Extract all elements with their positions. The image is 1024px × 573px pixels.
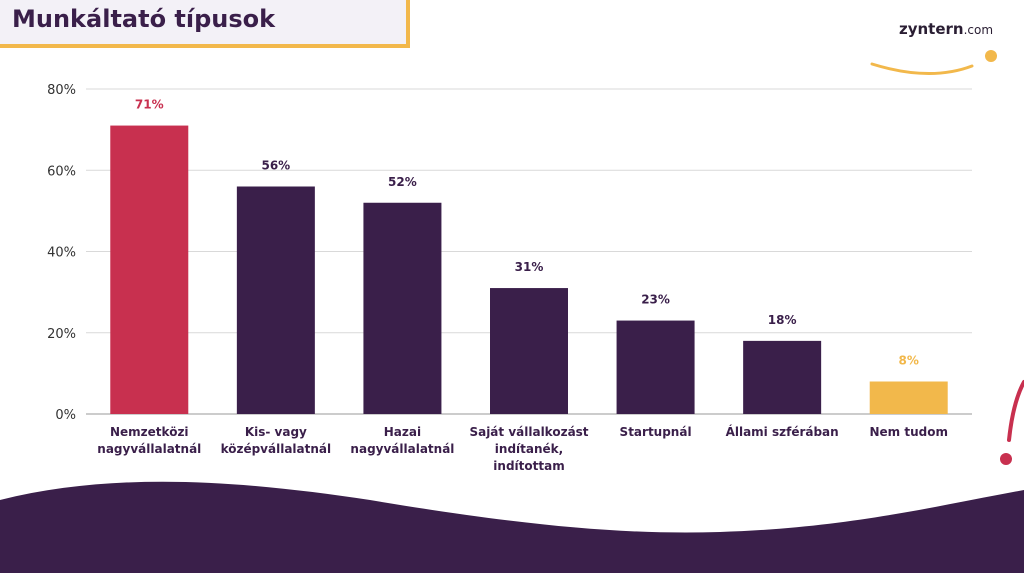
data-label: 31% xyxy=(515,260,544,274)
data-label: 52% xyxy=(388,175,417,189)
data-label: 8% xyxy=(899,354,919,368)
y-tick-label: 60% xyxy=(47,164,76,179)
logo-dot xyxy=(985,50,997,62)
data-label: 23% xyxy=(641,293,670,307)
data-label: 18% xyxy=(768,313,797,327)
bar xyxy=(236,186,315,414)
x-tick-label: Kis- vagy középvállalatnál xyxy=(221,425,332,456)
logo-domain: .com xyxy=(963,23,994,37)
x-tick-label: Nemzetközi nagyvállalatnál xyxy=(97,425,201,456)
y-tick-label: 80% xyxy=(47,83,76,98)
x-tick-label: Hazai nagyvállalatnál xyxy=(350,425,454,456)
bar xyxy=(869,381,948,414)
data-label: 71% xyxy=(135,98,164,112)
y-tick-label: 20% xyxy=(47,327,76,342)
bar xyxy=(363,202,442,414)
bar xyxy=(743,340,822,414)
logo-smile-arc xyxy=(870,62,974,76)
y-tick-label: 0% xyxy=(55,408,76,423)
y-tick-label: 40% xyxy=(47,246,76,261)
title-box: Munkáltató típusok xyxy=(0,0,410,48)
x-tick-label: Startupnál xyxy=(620,425,692,439)
logo-text: zyntern xyxy=(899,20,964,38)
bottom-wave xyxy=(0,481,1024,573)
brand-logo: zyntern.com xyxy=(899,20,993,38)
data-label: 56% xyxy=(261,159,290,173)
red-side-dot xyxy=(1000,453,1012,465)
red-side-arc xyxy=(1007,380,1024,442)
bar xyxy=(490,288,568,414)
bar xyxy=(616,320,695,414)
x-tick-label: Saját vállalkozást indítanék, indítottam xyxy=(469,425,588,473)
x-tick-label: Nem tudom xyxy=(869,425,947,439)
bar xyxy=(110,125,189,414)
x-tick-label: Állami szférában xyxy=(726,424,839,439)
page-title: Munkáltató típusok xyxy=(12,5,276,33)
